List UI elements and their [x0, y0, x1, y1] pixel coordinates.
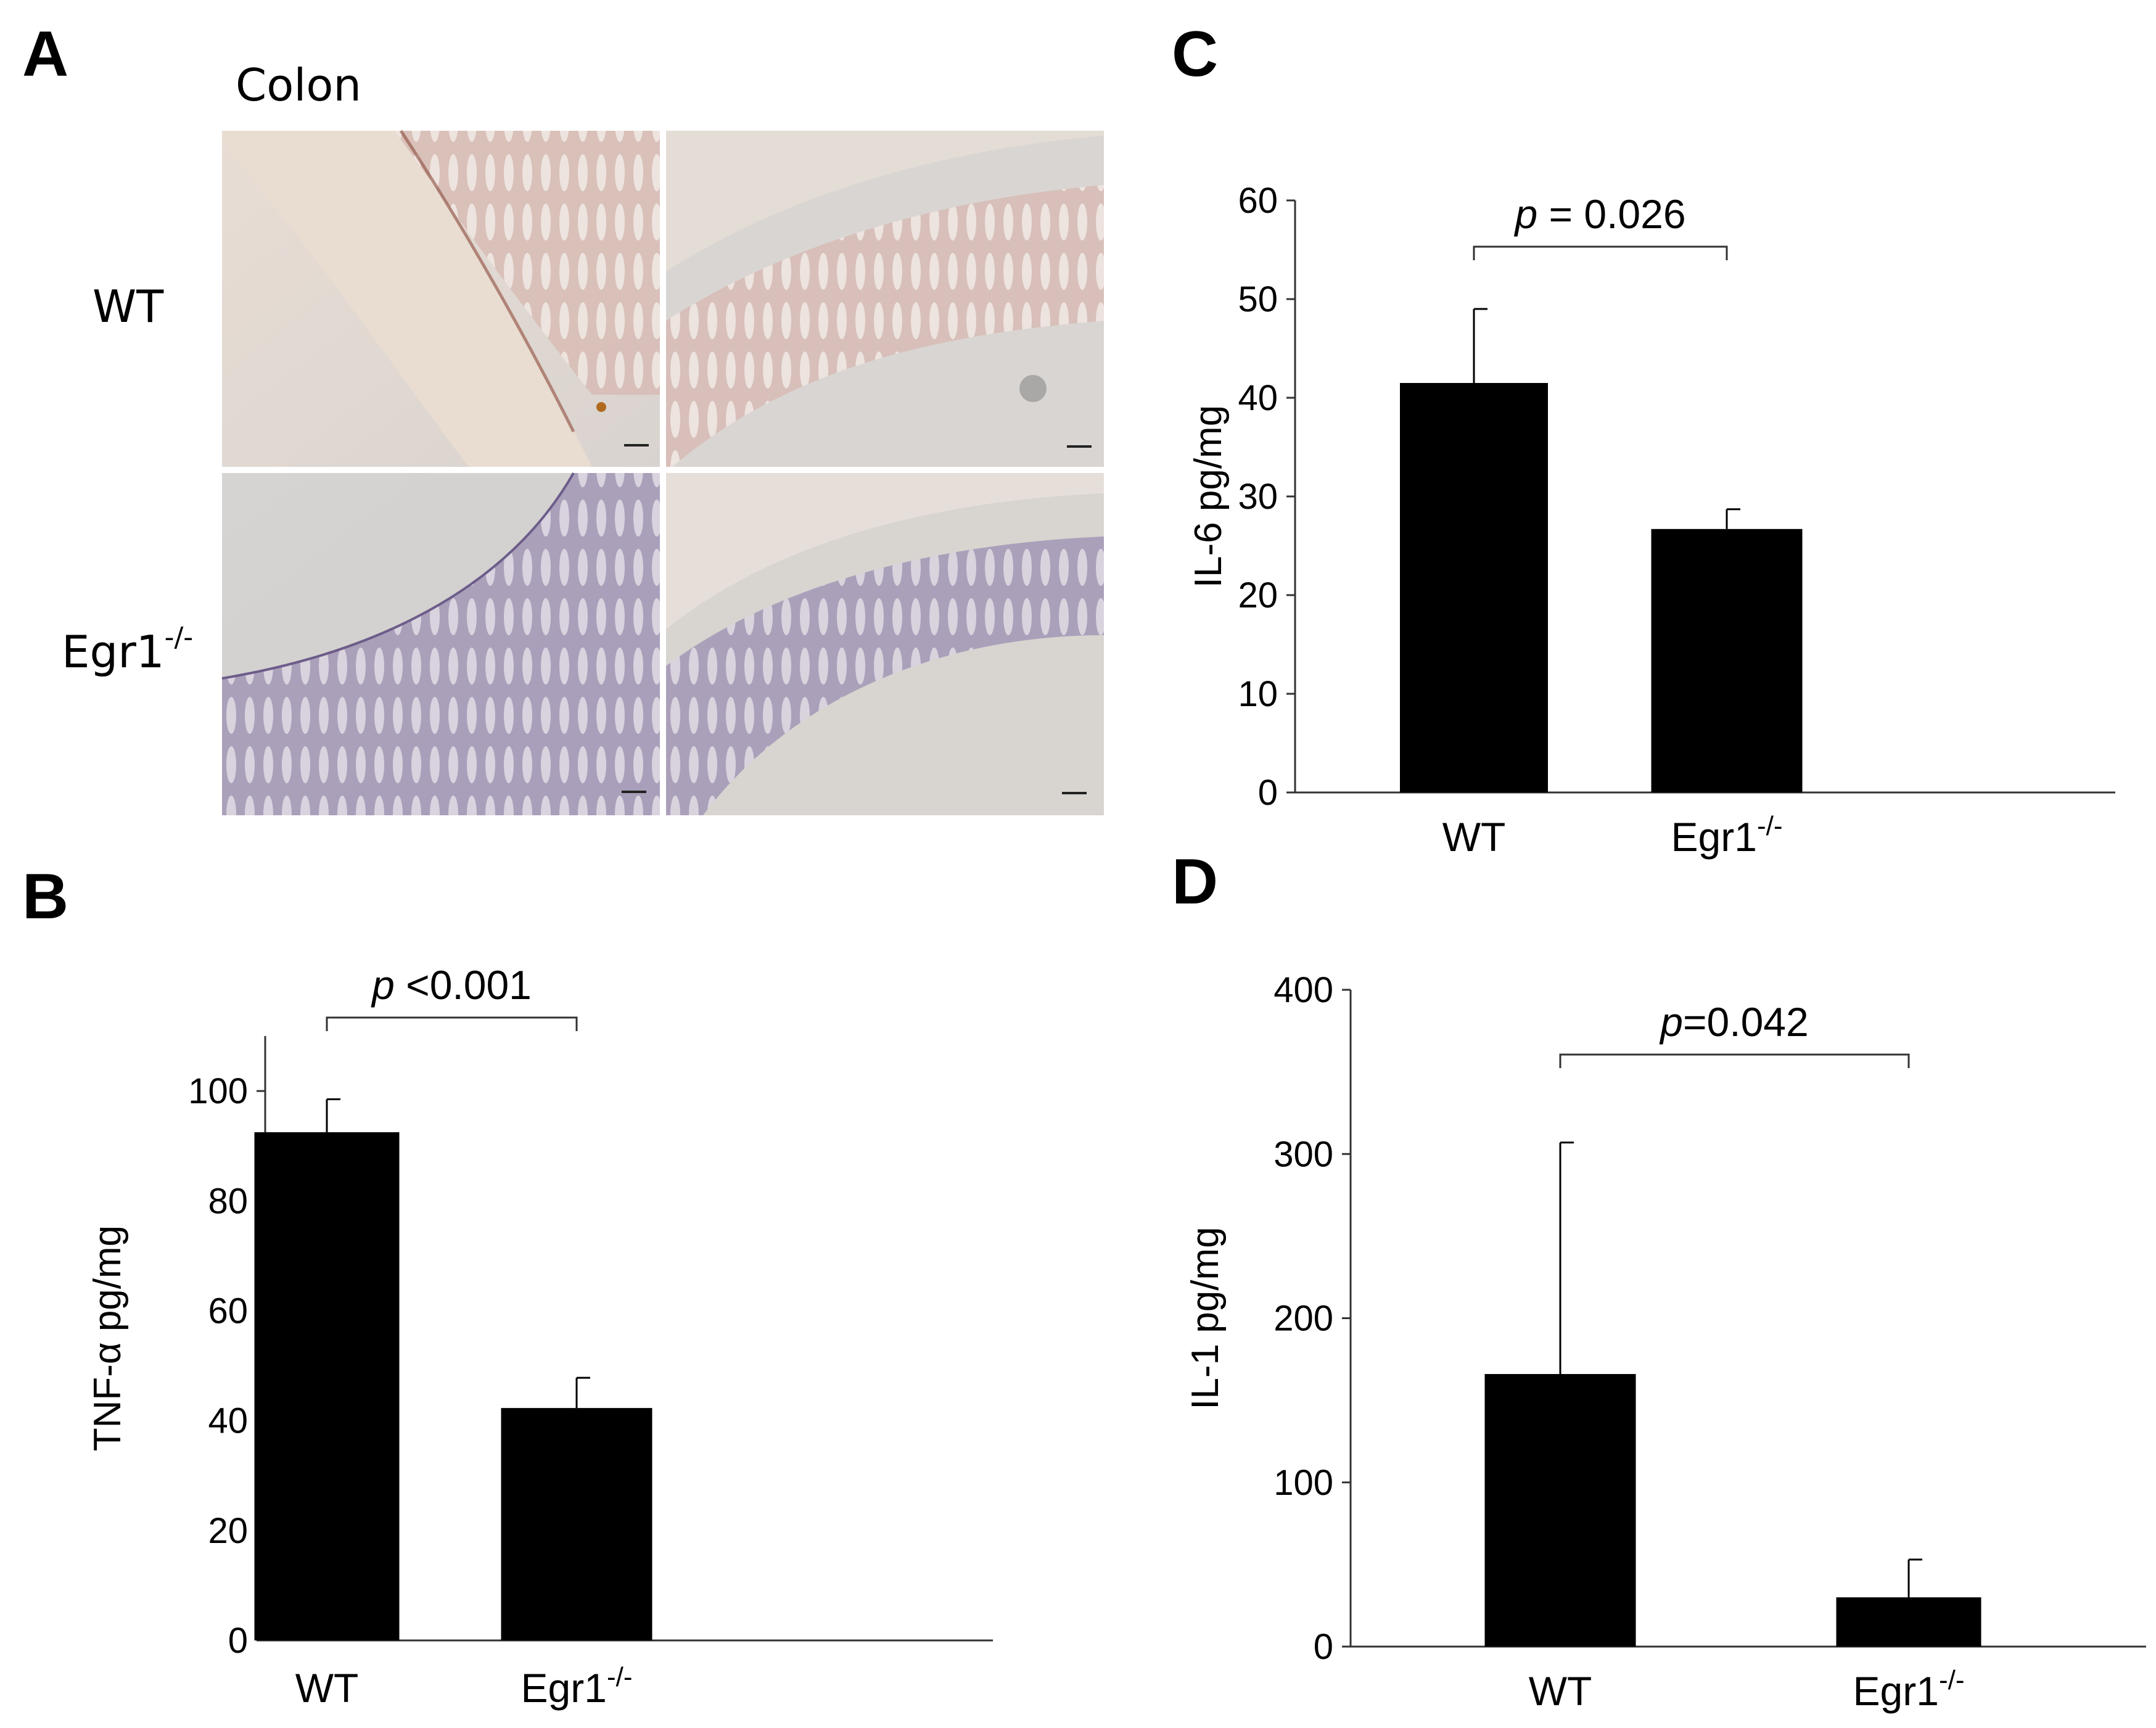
y-tick-label: 30 [1238, 477, 1278, 517]
tissue-label: Colon [236, 59, 362, 111]
bar [501, 1408, 652, 1640]
panel-letter-a: A [22, 19, 69, 90]
category-label: Egr1-/- [1853, 1665, 1965, 1714]
tnf-alpha-bar-chart: 0 20 40 60 80 100 TNF-α pg/mg WT Egr1-/- p <0.001 [86, 962, 993, 1711]
bar [1651, 529, 1803, 792]
y-tick-label: 400 [1273, 970, 1333, 1010]
y-axis-label: IL-6 pg/mg [1187, 405, 1230, 588]
significance-value: <0.001 [395, 962, 532, 1008]
bar [254, 1132, 400, 1640]
significance-label: p <0.001 [371, 962, 532, 1008]
il1-bar-chart: 0 100 200 300 400 IL-1 pg/mg WT Egr1-/- p=0.042 [1184, 970, 2146, 1714]
category-label: WT [295, 1665, 359, 1711]
panel-letter-c: C [1172, 19, 1219, 90]
y-tick-label: 40 [208, 1401, 248, 1441]
category-label-text: WT [1442, 814, 1506, 860]
y-tick-label: 60 [1238, 181, 1278, 221]
micrograph-grid [221, 130, 1104, 815]
y-axis-label: TNF-α pg/mg [86, 1225, 129, 1452]
wt-colon-image-1 [222, 130, 660, 467]
y-tick-label: 100 [188, 1071, 248, 1111]
y-tick-label: 300 [1273, 1134, 1333, 1174]
y-tick-label: 50 [1238, 279, 1278, 319]
category-label: WT [1442, 814, 1506, 860]
y-tick-label: 20 [1238, 575, 1278, 615]
category-label-sup: -/- [1757, 811, 1783, 841]
significance-bracket [326, 1016, 578, 1031]
significance-p: p [1659, 999, 1683, 1045]
egr1-colon-image-1 [221, 472, 660, 815]
bar [1836, 1597, 1981, 1647]
row-label-egr1-text: Egr1 [62, 626, 165, 678]
significance-p: p [371, 962, 395, 1008]
y-tick-label: 60 [208, 1291, 248, 1331]
significance-p: p [1513, 191, 1537, 237]
category-label-sup: -/- [1939, 1665, 1965, 1695]
category-label: WT [1529, 1668, 1592, 1714]
category-label: Egr1-/- [1671, 811, 1783, 860]
y-tick-label: 0 [1258, 773, 1278, 813]
significance-bracket [1473, 245, 1728, 260]
row-label-wt: WT [93, 279, 163, 329]
category-label-text: Egr1 [1671, 814, 1757, 860]
row-label-egr1: Egr1-/- [62, 622, 194, 675]
il6-bar-chart: 0 10 20 30 40 50 60 IL-6 pg/mg WT Egr1-/- p = 0.02… [1187, 181, 2115, 860]
significance-value: = 0.026 [1537, 191, 1685, 237]
bar [1484, 1374, 1636, 1647]
egr1-colon-image-2 [666, 473, 1104, 815]
category-label: Egr1-/- [521, 1662, 633, 1711]
category-label-text: WT [295, 1665, 359, 1711]
y-tick-label: 10 [1238, 674, 1278, 714]
row-label-wt-text: WT [93, 281, 164, 332]
category-label-text: Egr1 [521, 1665, 607, 1711]
panel-letter-d: D [1172, 846, 1219, 918]
row-label-egr1-sup: -/- [164, 622, 194, 653]
y-tick-label: 20 [208, 1511, 248, 1551]
category-label-text: Egr1 [1853, 1668, 1939, 1714]
significance-bracket [1559, 1053, 1910, 1068]
y-tick-label: 0 [228, 1621, 248, 1661]
significance-label: p = 0.026 [1513, 191, 1685, 237]
y-tick-label: 200 [1273, 1299, 1333, 1339]
y-tick-label: 80 [208, 1181, 248, 1221]
significance-value: =0.042 [1683, 999, 1809, 1045]
y-tick-label: 0 [1314, 1627, 1333, 1667]
y-tick-label: 100 [1273, 1463, 1333, 1503]
significance-label: p=0.042 [1659, 999, 1808, 1045]
bar [1400, 383, 1548, 792]
category-label-sup: -/- [607, 1662, 633, 1692]
wt-colon-image-2 [666, 131, 1104, 467]
panel-letter-b: B [22, 861, 69, 932]
y-axis-label: IL-1 pg/mg [1184, 1227, 1227, 1409]
category-label-text: WT [1529, 1668, 1592, 1714]
y-tick-label: 40 [1238, 378, 1278, 418]
